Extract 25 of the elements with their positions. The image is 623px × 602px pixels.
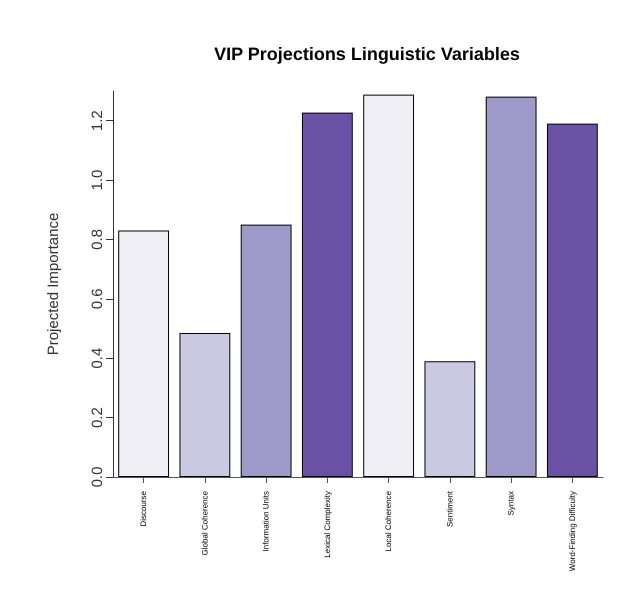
- bar: [240, 224, 292, 477]
- bar: [118, 230, 170, 477]
- bar: [302, 112, 353, 477]
- x-tick-label: Global Coherence: [200, 490, 210, 556]
- y-tick-label: 1.0: [89, 170, 106, 191]
- bar: [486, 96, 537, 477]
- x-tick-label: Information Units: [262, 491, 271, 552]
- x-tick-label: Syntax: [506, 491, 516, 516]
- y-tick-label: 0.8: [89, 229, 106, 250]
- bar: [546, 124, 598, 477]
- y-tick-label: 0.2: [89, 407, 106, 428]
- y-tick-label: 0.6: [89, 288, 106, 310]
- x-tick-label: Local Coherence: [384, 490, 394, 552]
- chart-title: VIP Projections Linguistic Variables: [214, 44, 520, 64]
- bar: [363, 94, 414, 477]
- bar: [179, 332, 230, 477]
- x-tick-label: Lexical Complexity: [322, 491, 332, 558]
- y-axis-title: Projected Importance: [45, 212, 62, 356]
- y-tick-label: 1.2: [89, 110, 106, 132]
- y-tick-label: 0.0: [89, 466, 106, 488]
- y-tick-label: 0.4: [89, 348, 106, 369]
- bar: [424, 361, 476, 477]
- x-tick-label: Discourse: [139, 490, 148, 527]
- x-tick-label: Word-Finding Difficulty: [568, 491, 577, 572]
- x-tick-label: Sentiment: [445, 490, 454, 528]
